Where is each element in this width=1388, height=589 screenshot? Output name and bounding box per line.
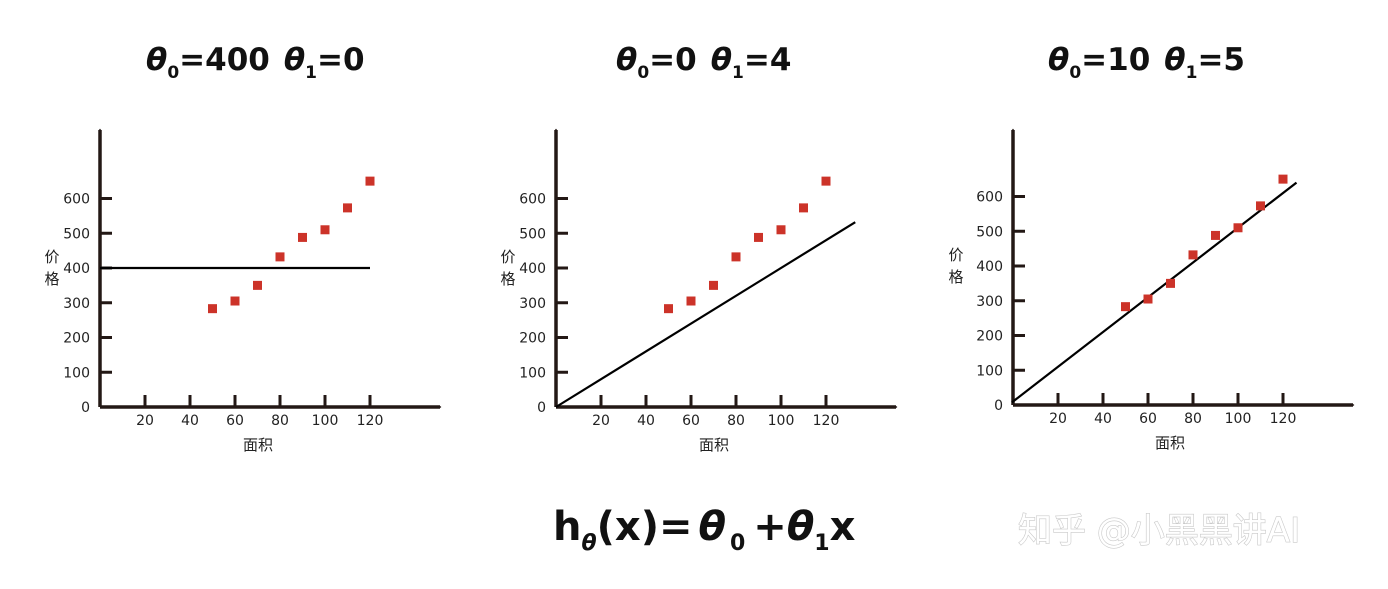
data-point: [1256, 201, 1265, 211]
y-tick-label: 300: [976, 294, 1003, 310]
y-tick-label: 500: [519, 226, 546, 242]
x-tick-label: 120: [357, 413, 384, 429]
y-tick-label: 0: [994, 398, 1003, 414]
chart-panel-3: θ0=10 θ1=5 20 40 60 80 100 120 0 100 200 300 400 500…: [948, 42, 1353, 452]
data-point: [208, 304, 217, 314]
y-tick-label: 300: [519, 296, 546, 312]
x-tick-label: 80: [727, 413, 745, 429]
data-point: [709, 280, 718, 290]
data-point: [799, 203, 808, 213]
data-point: [1211, 230, 1220, 240]
y-tick-label: 100: [63, 365, 90, 381]
x-tick-label: 100: [312, 413, 339, 429]
y-tick-label: 400: [519, 261, 546, 277]
x-tick-label: 80: [271, 413, 289, 429]
x-tick-label: 20: [136, 413, 154, 429]
y-tick-label: 200: [63, 331, 90, 347]
y-tick-label: 600: [519, 192, 546, 208]
data-point: [320, 225, 330, 235]
y-axis-label: 价格: [44, 248, 59, 288]
y-tick-label: 600: [976, 190, 1003, 206]
y-tick-label: 200: [519, 331, 546, 347]
x-tick-label: 20: [1049, 411, 1067, 427]
x-tick-label: 60: [1139, 411, 1157, 427]
data-point: [731, 252, 741, 262]
data-point: [298, 232, 307, 242]
x-tick-label: 60: [226, 413, 244, 429]
x-tick-label: 60: [682, 413, 700, 429]
data-point: [1278, 174, 1288, 184]
y-tick-label: 100: [976, 363, 1003, 379]
watermark: 知乎 @小黑黑讲AI: [1018, 511, 1300, 551]
data-point: [365, 176, 375, 186]
data-point: [754, 232, 763, 242]
x-axis-label: 面积: [1155, 434, 1185, 452]
x-tick-label: 120: [1270, 411, 1297, 427]
y-tick-label: 100: [519, 365, 546, 381]
data-point: [1143, 294, 1153, 304]
y-tick-label: 400: [976, 259, 1003, 275]
fit-line: [555, 221, 856, 408]
data-point: [1188, 250, 1198, 260]
x-tick-label: 40: [181, 413, 199, 429]
x-tick-label: 120: [813, 413, 840, 429]
data-point: [1166, 278, 1175, 288]
data-point: [664, 304, 673, 314]
chart-title: θ0=0 θ1=4: [616, 42, 791, 83]
data-point: [275, 252, 285, 262]
y-tick-label: 200: [976, 329, 1003, 345]
x-axis-label: 面积: [243, 436, 273, 454]
x-tick-label: 20: [592, 413, 610, 429]
x-axis-label: 面积: [699, 436, 729, 454]
data-point: [686, 296, 696, 306]
x-tick-label: 100: [1225, 411, 1252, 427]
data-point: [253, 280, 262, 290]
y-axis-label: 价格: [500, 248, 515, 288]
data-point: [821, 176, 831, 186]
y-tick-label: 0: [81, 400, 90, 416]
data-point: [1121, 302, 1130, 312]
x-tick-label: 100: [768, 413, 795, 429]
x-tick-label: 80: [1184, 411, 1202, 427]
y-tick-label: 300: [63, 296, 90, 312]
y-axis-label: 价格: [948, 246, 963, 286]
y-tick-label: 500: [63, 226, 90, 242]
data-point: [1233, 223, 1243, 233]
y-tick-label: 600: [63, 192, 90, 208]
chart-panel-1: θ0=400 θ1=0 20 40 60 80 100 120 0 100 200 300 400 50…: [44, 42, 440, 454]
x-tick-label: 40: [1094, 411, 1112, 427]
fit-line: [1011, 181, 1298, 404]
y-tick-label: 400: [63, 261, 90, 277]
chart-title: θ0=400 θ1=0: [146, 42, 365, 83]
hypothesis-formula: hθ(x)= θ 0 +θ1x: [553, 504, 856, 556]
y-tick-label: 0: [537, 400, 546, 416]
data-point: [776, 225, 786, 235]
chart-panel-2: θ0=0 θ1=4 20 40 60 80 100 120 0 100 200 300 400 500 6…: [500, 42, 896, 454]
x-tick-label: 40: [637, 413, 655, 429]
data-point: [343, 203, 352, 213]
data-point: [230, 296, 240, 306]
y-tick-label: 500: [976, 224, 1003, 240]
chart-title: θ0=10 θ1=5: [1048, 42, 1245, 83]
